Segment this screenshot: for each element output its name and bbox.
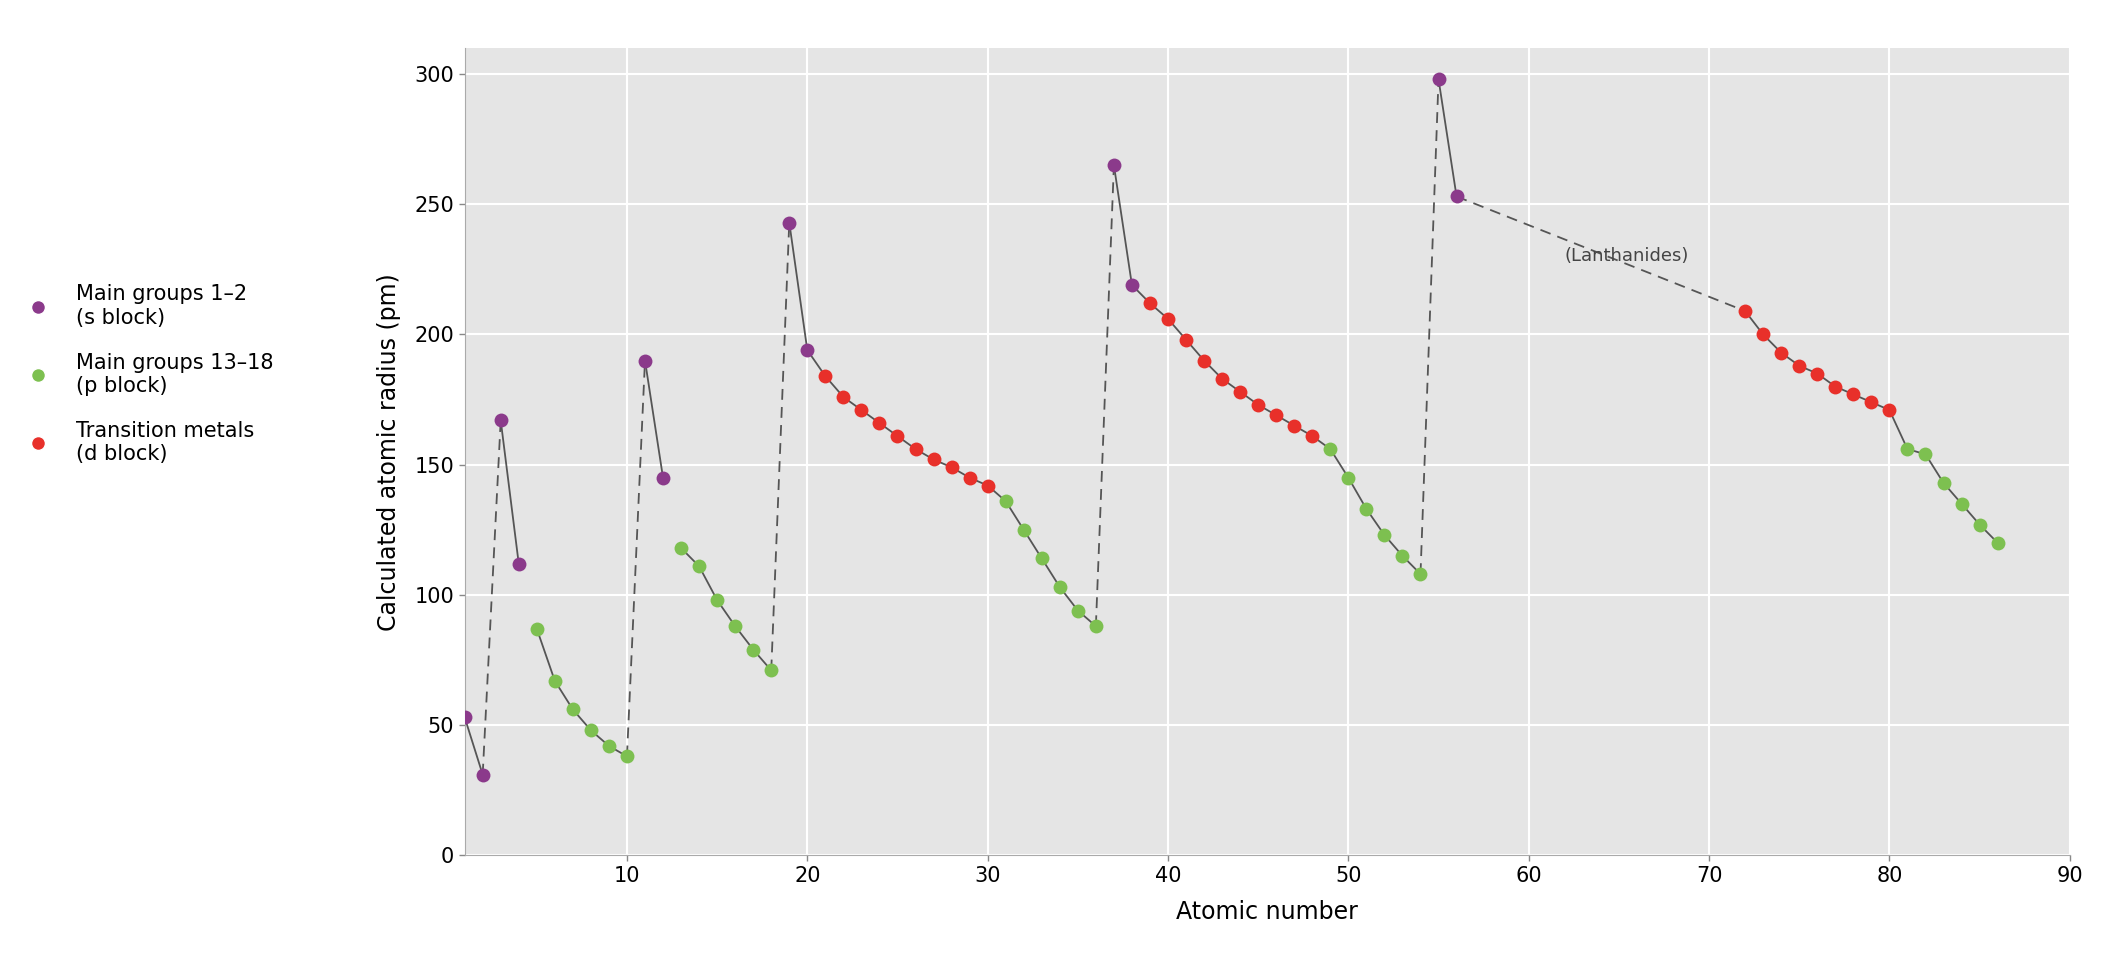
Point (953, 470, 986, 485)
Point (1060, 603, 1094, 618)
Point (809, 368, 843, 383)
Point (1331, 470, 1364, 485)
Point (646, 470, 680, 485)
Point (1007, 522, 1041, 537)
Text: (Lanthanides): (Lanthanides) (1565, 247, 1690, 265)
Point (881, 429, 914, 444)
Point (1223, 384, 1257, 400)
Point (574, 723, 608, 738)
Point (790, 342, 824, 357)
Legend: Main groups 1–2
(s block), Main groups 13–18
(p block), Transition metals
(d blo: Main groups 1–2 (s block), Main groups 1… (17, 284, 272, 464)
Point (773, 215, 807, 231)
Point (988, 493, 1022, 508)
Point (555, 702, 589, 717)
Point (1369, 528, 1402, 543)
Point (1728, 304, 1761, 319)
Point (1837, 386, 1871, 402)
Point (610, 749, 644, 764)
Point (1278, 418, 1312, 433)
Point (1962, 517, 1996, 532)
Point (1350, 502, 1383, 517)
Point (484, 412, 517, 428)
Point (1945, 496, 1979, 511)
Point (1764, 345, 1797, 360)
X-axis label: Atomic number: Atomic number (1176, 899, 1358, 924)
Point (627, 353, 661, 368)
Point (898, 441, 931, 456)
Point (1404, 566, 1438, 581)
Point (1259, 407, 1293, 423)
Point (1132, 296, 1166, 311)
Y-axis label: Calculated atomic radius (pm): Calculated atomic radius (pm) (376, 273, 401, 630)
Point (1096, 158, 1130, 173)
Point (1890, 441, 1924, 456)
Point (467, 767, 501, 782)
Point (718, 619, 752, 634)
Point (448, 709, 482, 725)
Point (972, 478, 1005, 493)
Point (1421, 72, 1455, 87)
Point (1151, 311, 1185, 327)
Point (936, 459, 969, 475)
Point (663, 540, 697, 555)
Point (1799, 366, 1833, 382)
Point (1854, 395, 1888, 410)
Point (1873, 403, 1907, 418)
Point (1783, 358, 1816, 374)
Point (862, 415, 895, 431)
Point (701, 592, 735, 607)
Point (737, 642, 771, 657)
Point (1024, 551, 1058, 566)
Point (1115, 278, 1149, 293)
Point (1242, 397, 1276, 412)
Point (520, 621, 553, 636)
Point (1440, 188, 1474, 204)
Point (1926, 476, 1960, 491)
Point (1747, 327, 1780, 342)
Point (1818, 379, 1852, 394)
Point (1314, 441, 1347, 456)
Point (1043, 579, 1077, 595)
Point (1295, 429, 1328, 444)
Point (1206, 371, 1240, 386)
Point (1079, 619, 1113, 634)
Point (591, 738, 625, 753)
Point (917, 452, 950, 467)
Point (1170, 332, 1204, 347)
Point (682, 558, 716, 574)
Point (503, 556, 536, 572)
Point (539, 673, 572, 688)
Point (754, 663, 788, 678)
Point (1385, 548, 1419, 563)
Point (845, 403, 879, 418)
Point (1187, 353, 1221, 368)
Point (1981, 535, 2015, 551)
Point (826, 389, 860, 405)
Point (1909, 447, 1943, 462)
